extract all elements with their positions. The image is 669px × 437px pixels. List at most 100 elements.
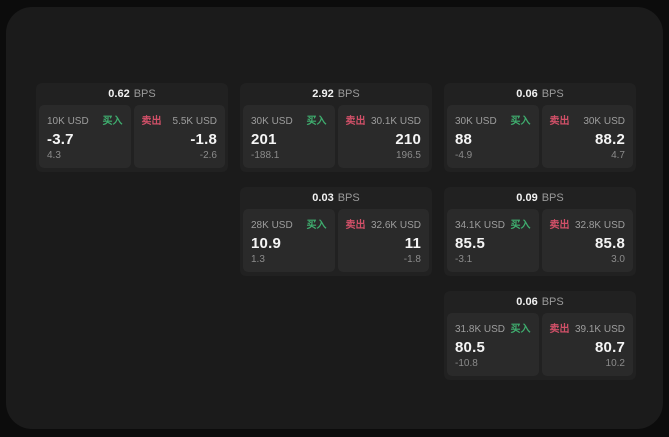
buy-delta: -3.1 xyxy=(455,254,473,265)
buy-header-row: 30K USD 买入 xyxy=(251,112,327,127)
quote-card: 0.03 BPS 28K USD 买入 10.9 1.3 卖出 32.6K US… xyxy=(240,187,432,276)
sell-delta: 4.7 xyxy=(611,150,625,161)
sell-amount: 30K USD xyxy=(583,116,625,127)
buy-panel[interactable]: 30K USD 买入 88 -4.9 xyxy=(447,105,539,168)
bps-unit: BPS xyxy=(541,88,564,100)
bps-unit: BPS xyxy=(541,296,564,308)
buy-tag: 买入 xyxy=(510,116,531,127)
buy-tag: 买入 xyxy=(510,220,531,231)
bps-value: 0.03 xyxy=(312,192,334,204)
buy-amount: 10K USD xyxy=(47,116,89,127)
buy-amount: 34.1K USD xyxy=(455,220,506,231)
card-body: 30K USD 买入 88 -4.9 卖出 30K USD 88.2 4.7 xyxy=(444,105,636,172)
bps-value: 0.06 xyxy=(516,296,538,308)
sell-value: 85.8 xyxy=(595,235,625,252)
buy-delta: 4.3 xyxy=(47,150,61,161)
sell-header-row: 卖出 39.1K USD xyxy=(550,320,626,335)
buy-panel[interactable]: 30K USD 买入 201 -188.1 xyxy=(243,105,335,168)
buy-delta: -10.8 xyxy=(455,358,478,369)
sell-amount: 32.6K USD xyxy=(370,220,421,231)
sell-amount: 5.5K USD xyxy=(172,116,217,127)
main-panel: 0.62 BPS 10K USD 买入 -3.7 4.3 卖出 5.5K USD xyxy=(6,7,663,429)
card-header: 0.62 BPS xyxy=(36,83,228,105)
buy-header-row: 30K USD 买入 xyxy=(455,112,531,127)
buy-value: 85.5 xyxy=(455,235,485,252)
buy-delta: 1.3 xyxy=(251,254,265,265)
sell-header-row: 卖出 32.8K USD xyxy=(550,216,626,231)
bps-unit: BPS xyxy=(541,192,564,204)
buy-value: 201 xyxy=(251,131,277,148)
buy-panel[interactable]: 10K USD 买入 -3.7 4.3 xyxy=(39,105,131,168)
quote-card: 0.09 BPS 34.1K USD 买入 85.5 -3.1 卖出 32.8K… xyxy=(444,187,636,276)
sell-header-row: 卖出 32.6K USD xyxy=(346,216,422,231)
sell-tag: 卖出 xyxy=(345,220,366,231)
sell-delta: -2.6 xyxy=(199,150,217,161)
sell-tag: 卖出 xyxy=(549,324,570,335)
buy-tag: 买入 xyxy=(306,220,327,231)
buy-value: -3.7 xyxy=(47,131,74,148)
sell-header-row: 卖出 5.5K USD xyxy=(142,112,218,127)
sell-delta: 196.5 xyxy=(395,150,421,161)
bps-unit: BPS xyxy=(337,88,360,100)
sell-panel[interactable]: 卖出 30.1K USD 210 196.5 xyxy=(337,105,429,168)
sell-tag: 卖出 xyxy=(141,116,162,127)
sell-amount: 39.1K USD xyxy=(574,324,625,335)
buy-tag: 买入 xyxy=(102,116,123,127)
sell-tag: 卖出 xyxy=(549,220,570,231)
buy-tag: 买入 xyxy=(306,116,327,127)
buy-amount: 31.8K USD xyxy=(455,324,506,335)
card-body: 31.8K USD 买入 80.5 -10.8 卖出 39.1K USD 80.… xyxy=(444,313,636,380)
sell-header-row: 卖出 30.1K USD xyxy=(346,112,422,127)
sell-header-row: 卖出 30K USD xyxy=(550,112,626,127)
quote-card: 2.92 BPS 30K USD 买入 201 -188.1 卖出 30.1K … xyxy=(240,83,432,172)
sell-panel[interactable]: 卖出 39.1K USD 80.7 10.2 xyxy=(541,313,633,376)
card-body: 10K USD 买入 -3.7 4.3 卖出 5.5K USD -1.8 -2.… xyxy=(36,105,228,172)
buy-tag: 买入 xyxy=(510,324,531,335)
card-header: 0.06 BPS xyxy=(444,83,636,105)
card-header: 2.92 BPS xyxy=(240,83,432,105)
buy-amount: 30K USD xyxy=(455,116,497,127)
bps-unit: BPS xyxy=(337,192,360,204)
sell-panel[interactable]: 卖出 32.6K USD 11 -1.8 xyxy=(337,209,429,272)
sell-delta: 10.2 xyxy=(605,358,625,369)
sell-amount: 32.8K USD xyxy=(574,220,625,231)
buy-amount: 28K USD xyxy=(251,220,293,231)
sell-value: 88.2 xyxy=(595,131,625,148)
card-body: 34.1K USD 买入 85.5 -3.1 卖出 32.8K USD 85.8… xyxy=(444,209,636,276)
buy-header-row: 31.8K USD 买入 xyxy=(455,320,531,335)
buy-value: 80.5 xyxy=(455,339,485,356)
bps-value: 2.92 xyxy=(312,88,334,100)
card-body: 30K USD 买入 201 -188.1 卖出 30.1K USD 210 1… xyxy=(240,105,432,172)
sell-value: 80.7 xyxy=(595,339,625,356)
sell-panel[interactable]: 卖出 32.8K USD 85.8 3.0 xyxy=(541,209,633,272)
buy-panel[interactable]: 34.1K USD 买入 85.5 -3.1 xyxy=(447,209,539,272)
buy-panel[interactable]: 28K USD 买入 10.9 1.3 xyxy=(243,209,335,272)
buy-amount: 30K USD xyxy=(251,116,293,127)
quote-card-grid: 0.62 BPS 10K USD 买入 -3.7 4.3 卖出 5.5K USD xyxy=(36,83,636,380)
bps-value: 0.62 xyxy=(108,88,130,100)
sell-amount: 30.1K USD xyxy=(370,116,421,127)
sell-tag: 卖出 xyxy=(549,116,570,127)
bps-value: 0.09 xyxy=(516,192,538,204)
buy-header-row: 34.1K USD 买入 xyxy=(455,216,531,231)
bps-unit: BPS xyxy=(133,88,156,100)
sell-panel[interactable]: 卖出 30K USD 88.2 4.7 xyxy=(541,105,633,168)
card-header: 0.06 BPS xyxy=(444,291,636,313)
sell-value: 11 xyxy=(404,235,421,252)
sell-value: -1.8 xyxy=(190,131,217,148)
buy-delta: -4.9 xyxy=(455,150,473,161)
buy-header-row: 28K USD 买入 xyxy=(251,216,327,231)
sell-delta: 3.0 xyxy=(611,254,625,265)
card-body: 28K USD 买入 10.9 1.3 卖出 32.6K USD 11 -1.8 xyxy=(240,209,432,276)
sell-delta: -1.8 xyxy=(403,254,421,265)
buy-header-row: 10K USD 买入 xyxy=(47,112,123,127)
sell-panel[interactable]: 卖出 5.5K USD -1.8 -2.6 xyxy=(133,105,225,168)
buy-value: 10.9 xyxy=(251,235,281,252)
bps-value: 0.06 xyxy=(516,88,538,100)
quote-card: 0.62 BPS 10K USD 买入 -3.7 4.3 卖出 5.5K USD xyxy=(36,83,228,172)
card-header: 0.09 BPS xyxy=(444,187,636,209)
buy-panel[interactable]: 31.8K USD 买入 80.5 -10.8 xyxy=(447,313,539,376)
buy-value: 88 xyxy=(455,131,473,148)
quote-card: 0.06 BPS 30K USD 买入 88 -4.9 卖出 30K USD xyxy=(444,83,636,172)
sell-tag: 卖出 xyxy=(345,116,366,127)
